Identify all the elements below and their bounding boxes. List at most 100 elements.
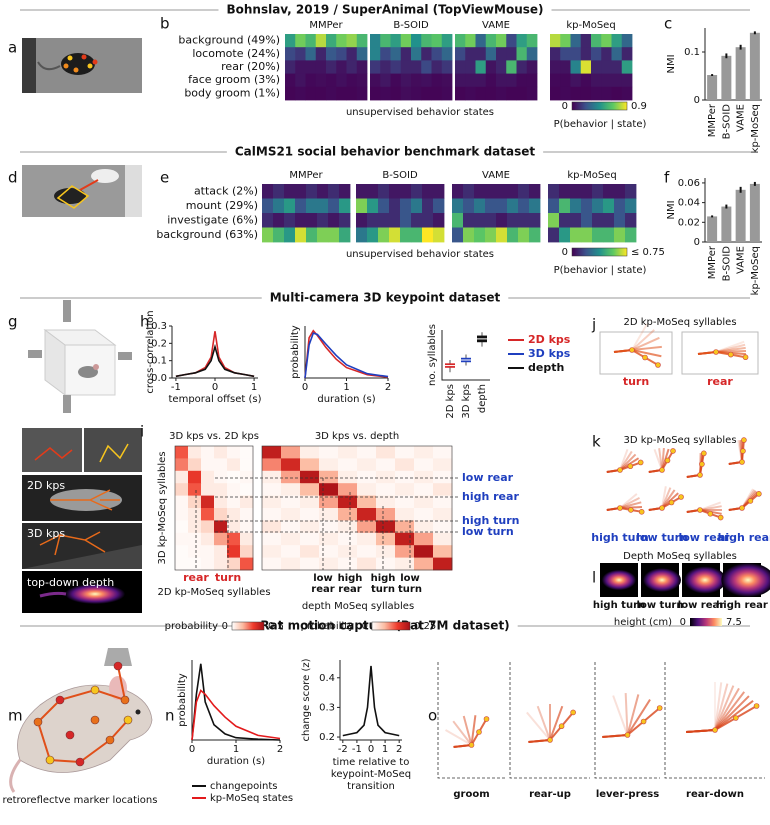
heatmap-cell [214, 483, 228, 496]
heatmap-cell [319, 532, 339, 546]
heatmap-cell [240, 495, 254, 509]
heatmap-cell [560, 73, 571, 88]
colorbar-min: 0 [222, 621, 228, 632]
heatmap-cell [376, 520, 396, 534]
legend-label: depth [528, 361, 564, 374]
heatmap-cell [591, 86, 602, 101]
axis [339, 660, 402, 741]
heatmap-cell [338, 470, 358, 484]
heatmap-cell [273, 213, 285, 228]
heatmap-cell [295, 213, 307, 228]
colorbar-label: P(behavior | state) [554, 119, 647, 130]
y-tick-label: 0.4 [319, 673, 335, 684]
heatmap-cell [319, 470, 339, 484]
keypoint [753, 703, 760, 709]
camera-rig [28, 300, 132, 413]
heatmap-cell [411, 60, 422, 74]
heatmap-cell [356, 86, 368, 101]
heatmap-cell [570, 213, 582, 228]
heatmap-cell [526, 34, 538, 48]
heatmap-cell [395, 532, 415, 546]
heatmap-cell [506, 86, 517, 101]
heatmap-cell [295, 60, 306, 74]
heatmap-cell [518, 198, 530, 214]
heatmap-cell [559, 184, 571, 199]
depth-tail [39, 591, 67, 598]
heatmap-cell [201, 532, 215, 546]
line [304, 329, 389, 379]
y-tick-label: 0.2 [319, 732, 335, 743]
heatmap-cell [227, 557, 241, 571]
heatmap-cell [306, 213, 318, 228]
heatmap-cell [285, 47, 296, 61]
heatmap-cell [315, 73, 327, 88]
line [175, 331, 255, 378]
x-tick-label: 3D kps [461, 384, 472, 419]
x-tick-label: MMPer [707, 245, 718, 279]
heatmap-cell [474, 184, 486, 199]
syllable-label: high turn [591, 531, 648, 544]
heatmap-cell [431, 34, 443, 48]
panel-letter: j [591, 316, 596, 334]
keypoint [547, 737, 553, 743]
heatmap-cell [376, 458, 396, 472]
heatmap-cell [411, 34, 422, 48]
heatmap-cell [611, 60, 623, 74]
heatmap-cell [376, 483, 396, 496]
heatmap-cell [516, 73, 528, 88]
heatmap-cell [370, 34, 381, 48]
row-label: attack (2%) [194, 184, 258, 197]
row-label: investigate (6%) [167, 213, 258, 226]
heatmap-cell [455, 60, 466, 74]
heatmap-cell [214, 495, 228, 509]
x-axis-label: unsupervised behavior states [346, 249, 494, 260]
heatmap-cell [516, 34, 528, 48]
heatmap-cell [262, 483, 282, 496]
heatmap-cell [300, 508, 320, 521]
heatmap-cell [227, 495, 241, 509]
heatmap-cell [175, 557, 189, 571]
heatmap-cell [338, 508, 358, 521]
heatmap-cell [262, 545, 282, 558]
keypoint [707, 510, 714, 517]
bar [721, 206, 732, 242]
y-tick-label: 0.04 [678, 198, 700, 209]
heatmap-cell [465, 60, 476, 74]
heatmap-cell [281, 483, 301, 496]
heatmap-cell [356, 60, 368, 74]
syllable-label: rear [707, 375, 733, 388]
heatmap-cell [295, 184, 307, 199]
heatmap-cell [376, 557, 396, 571]
colorbar [571, 247, 628, 257]
keypoint [659, 467, 665, 473]
heatmap-cell [188, 532, 202, 546]
heatmap-cell [357, 458, 377, 472]
heatmap-cell [285, 86, 296, 101]
skeleton [453, 718, 488, 748]
heatmap-cell [592, 227, 604, 243]
heatmap-cell [357, 557, 377, 571]
heatmap-cell [305, 73, 317, 88]
heatmap-cell [376, 532, 396, 546]
skeleton [686, 508, 722, 519]
heatmap-cell [496, 184, 508, 199]
heatmap-cell [285, 60, 296, 74]
syllable-label: high turn [593, 600, 645, 611]
heatmap-cell [580, 47, 592, 61]
x-axis-label: temporal offset (s) [169, 394, 262, 405]
heatmap-cell [496, 227, 508, 243]
heatmap-cell [300, 532, 320, 546]
heatmap-cell [529, 213, 541, 228]
panel-letter: h [140, 313, 150, 331]
heatmap-cell [328, 227, 340, 243]
heatmap-cell [603, 198, 615, 214]
heatmap-cell [227, 446, 241, 459]
legend-label: 2D kps [528, 333, 571, 346]
marker [33, 717, 43, 727]
heatmap-cell [367, 184, 379, 199]
syllable-label: low rear [678, 531, 730, 544]
bar [721, 55, 732, 100]
heatmap-cell [474, 213, 486, 228]
heatmap-cell [414, 557, 434, 571]
heatmap-cell [326, 47, 337, 61]
